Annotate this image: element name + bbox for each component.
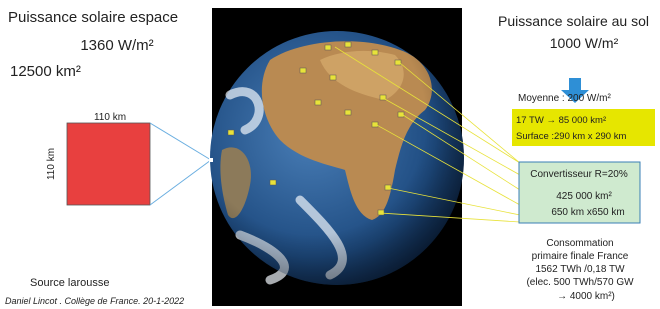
side-left: 110 km xyxy=(46,148,57,180)
ground-power: 1000 W/m² xyxy=(550,35,619,51)
yellow-line: Surface :290 km x 290 km xyxy=(516,131,626,142)
connector xyxy=(150,160,211,205)
red-square xyxy=(67,123,150,205)
slide: Puissance solaire espace 1360 W/m² 12500… xyxy=(0,0,660,309)
point xyxy=(209,158,213,162)
consumption-line: (elec. 500 TWh/570 GW xyxy=(526,277,634,288)
connector xyxy=(150,123,211,160)
right-title: Puissance solaire au sol xyxy=(498,13,649,29)
area: 12500 km² xyxy=(10,63,81,80)
source: Source larousse xyxy=(30,277,110,289)
footer: Daniel Lincot . Collège de France. 20-1-… xyxy=(5,296,184,306)
body: Puissance solaire espace 1360 W/m² 12500… xyxy=(0,0,660,309)
left-title: Puissance solaire espace xyxy=(8,9,178,26)
consumption-line: 1562 TWh /0,18 TW xyxy=(535,264,625,275)
side-top: 110 km xyxy=(94,112,126,123)
green-line: 650 km x650 km xyxy=(551,207,624,218)
green-line: Convertisseur R=20% xyxy=(530,169,628,180)
consumption-line: → 4000 km²) xyxy=(557,291,615,302)
green-line: 425 000 km² xyxy=(556,191,612,202)
yellow-line: 17 TW → 85 000 km² xyxy=(516,115,606,126)
consumption-line: Consommation xyxy=(546,238,613,249)
space-power: 1360 W/m² xyxy=(80,37,153,54)
consumption-line: primaire finale France xyxy=(532,251,629,262)
earth-shade xyxy=(210,31,464,285)
average: Moyenne : 200 W/m² xyxy=(518,93,611,104)
page: {"left": {"title": "Puissance solaire es… xyxy=(0,0,660,309)
